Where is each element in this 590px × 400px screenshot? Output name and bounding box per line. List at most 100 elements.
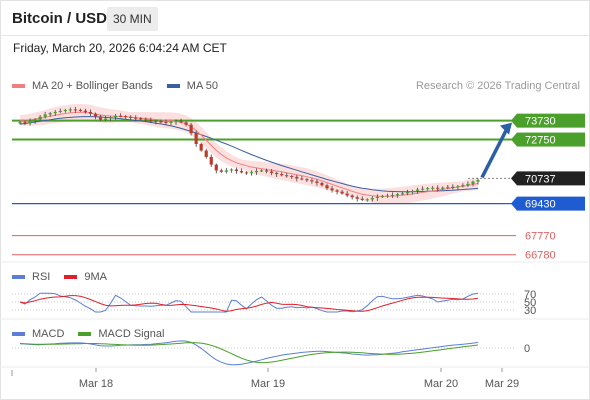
candle-body <box>385 195 390 197</box>
candle-body <box>431 187 435 189</box>
candle-body <box>350 195 354 198</box>
macd-signal-line <box>19 342 479 364</box>
candle-body <box>446 186 450 188</box>
rsi-legend-label: RSI <box>32 271 51 283</box>
level-label-70737: 70737 <box>525 173 556 185</box>
candle-body <box>325 185 329 189</box>
candle-body <box>174 121 178 123</box>
ma50-legend-label: MA 50 <box>186 80 218 92</box>
candle-body <box>124 116 128 118</box>
level-label-box <box>517 132 585 147</box>
candle-body <box>189 124 193 134</box>
candles <box>18 106 480 202</box>
candle-body <box>23 122 27 124</box>
candle-body <box>83 110 88 112</box>
rsi-legend: RSI 9MA <box>12 271 121 283</box>
candle-body <box>63 110 67 112</box>
candle-body <box>68 109 72 111</box>
candle-body <box>355 197 359 199</box>
candle-body <box>229 169 233 171</box>
x-tick-label: Mar 18 <box>79 378 113 390</box>
price-legend: MA 20 + Bollinger Bands MA 50 <box>12 80 232 92</box>
candle-body <box>471 181 475 184</box>
candle-body <box>18 122 22 124</box>
candle-body <box>265 170 269 172</box>
candle-body <box>466 183 470 186</box>
rsi-level-label: 30 <box>524 305 536 317</box>
candle-body <box>380 196 384 198</box>
level-label-box <box>517 113 585 128</box>
candle-body <box>194 133 198 144</box>
candle-body <box>164 121 168 123</box>
forecast-arrow-shaft <box>480 127 509 179</box>
level-label-box <box>517 196 585 211</box>
candle-body <box>335 190 339 192</box>
candle-body <box>43 114 47 117</box>
candle-body <box>315 181 319 183</box>
candle-body <box>340 191 344 194</box>
level-label-pointer <box>511 132 517 147</box>
candle-body <box>426 188 430 190</box>
candle-body <box>179 121 183 123</box>
bollinger-band <box>20 103 478 205</box>
candle-body <box>209 156 213 165</box>
timeframe-button[interactable]: 30 MIN <box>107 7 158 31</box>
macd-line <box>19 340 479 366</box>
candle-body <box>134 117 138 119</box>
candle-body <box>436 187 440 189</box>
chart-datetime: Friday, March 20, 2026 6:04:24 AM CET <box>13 41 227 55</box>
candle-body <box>58 110 62 112</box>
candle-body <box>48 113 52 115</box>
research-credit: Research © 2026 Trading Central <box>415 80 580 92</box>
candle-body <box>204 150 208 157</box>
candle-body <box>300 178 304 180</box>
macd-signal-swatch <box>78 332 92 336</box>
level-label-pointer <box>511 171 517 186</box>
level-label-69430: 69430 <box>525 199 556 211</box>
level-label-pointer <box>511 196 517 211</box>
candle-body <box>395 194 400 196</box>
candle-body <box>108 117 113 119</box>
candle-body <box>53 111 57 114</box>
level-label-67770: 67770 <box>525 231 556 243</box>
candle-body <box>280 174 284 176</box>
candle-body <box>214 164 218 171</box>
candle-body <box>159 121 163 123</box>
ma20-legend-label: MA 20 + Bollinger Bands <box>32 80 153 92</box>
candle-body <box>370 198 374 200</box>
candle-body <box>405 192 410 194</box>
candle-body <box>144 119 148 121</box>
rsi-ma-line <box>19 295 479 312</box>
candle-body <box>88 111 93 114</box>
candle-body <box>33 119 37 121</box>
candle-body <box>249 172 254 174</box>
candle-body <box>244 172 249 174</box>
candle-body <box>441 187 445 189</box>
candle-body <box>421 188 425 190</box>
rsi-line <box>19 292 479 313</box>
x-tick-label: Mar 19 <box>251 378 285 390</box>
candle-body <box>199 143 203 151</box>
x-tick-label: Mar 29 <box>485 378 519 390</box>
candle-body <box>38 116 42 120</box>
candle-body <box>360 198 364 200</box>
candle-body <box>305 179 309 181</box>
rsi-ma-legend-label: 9MA <box>84 271 107 283</box>
candle-body <box>275 172 279 175</box>
candle-body <box>295 176 299 179</box>
candle-body <box>239 171 244 173</box>
level-label-box <box>517 171 585 186</box>
candle-body <box>184 122 188 125</box>
level-label-72750: 72750 <box>525 135 556 147</box>
chart-title: Bitcoin / USD <box>12 10 108 27</box>
candle-body <box>169 121 173 123</box>
candle-body <box>224 170 228 172</box>
candle-body <box>234 169 239 172</box>
candle-body <box>310 180 314 182</box>
candle-body <box>285 175 289 177</box>
candle-body <box>78 109 82 111</box>
candle-body <box>330 188 334 191</box>
rsi-swatch <box>12 275 25 279</box>
